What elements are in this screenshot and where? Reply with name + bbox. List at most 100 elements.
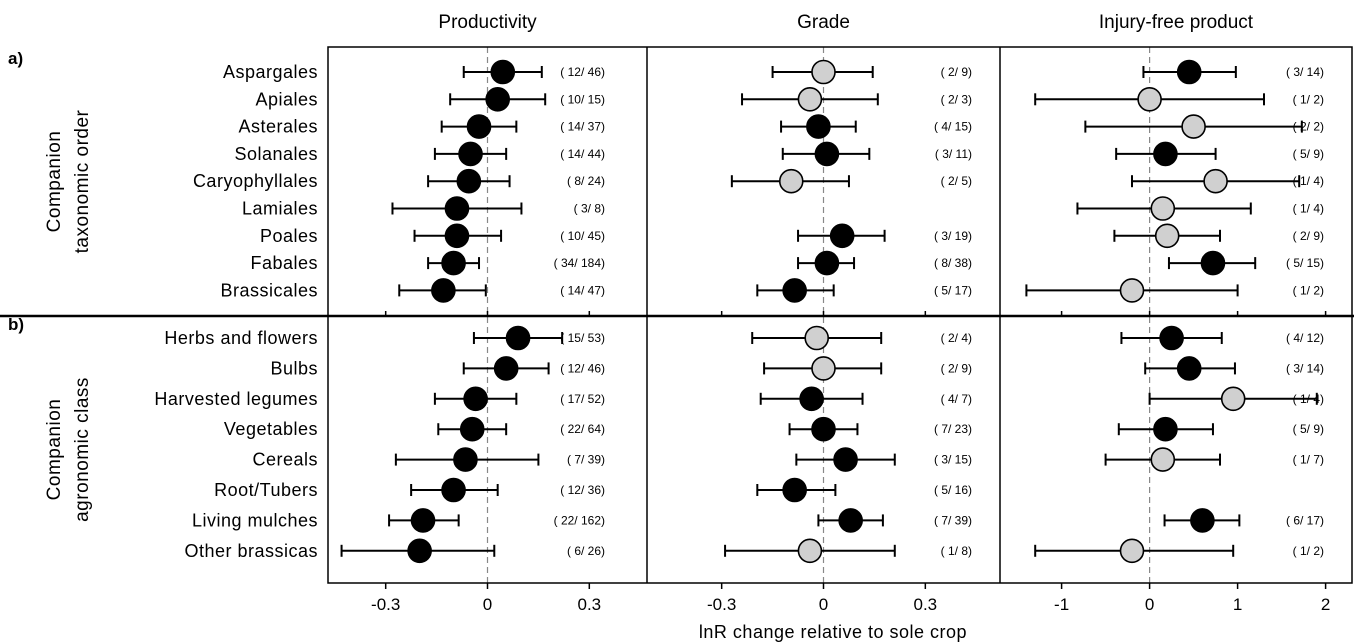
estimate-point (806, 114, 831, 139)
estimate-point (407, 538, 432, 564)
count-label: ( 4/ 15) (934, 120, 972, 134)
category-label: Bulbs (270, 358, 318, 378)
count-label: ( 1/ 4) (1293, 392, 1324, 406)
count-label: ( 2/ 9) (941, 65, 972, 79)
estimate-point (797, 538, 823, 564)
count-label: ( 1/ 2) (1293, 544, 1324, 558)
category-label: Living mulches (192, 510, 318, 530)
section-label: b) (8, 315, 24, 334)
category-label: Solanales (234, 144, 318, 164)
category-label: Brassicales (220, 280, 318, 300)
count-label: ( 22/ 64) (560, 422, 605, 436)
count-label: ( 5/ 16) (934, 483, 972, 497)
category-label: Vegetables (224, 419, 318, 439)
estimate-point (1150, 447, 1176, 472)
count-label: ( 34/ 184) (554, 256, 605, 270)
count-label: ( 8/ 38) (934, 256, 972, 270)
estimate-point (811, 416, 836, 442)
count-label: ( 12/ 46) (560, 361, 605, 375)
estimate-point (441, 250, 466, 276)
x-tick-label: -0.3 (371, 595, 400, 614)
estimate-point (444, 196, 470, 221)
estimate-point (797, 87, 823, 112)
estimate-point (778, 168, 804, 194)
estimate-point (811, 59, 836, 85)
group-title-line: taxonomic order (72, 109, 93, 253)
estimate-point (1190, 508, 1215, 533)
count-label: ( 1/ 4) (1293, 174, 1324, 188)
estimate-point (453, 447, 478, 472)
estimate-point (782, 278, 807, 303)
count-label: ( 7/ 39) (567, 453, 605, 467)
count-label: ( 2/ 5) (941, 174, 972, 188)
count-label: ( 6/ 26) (567, 544, 605, 558)
estimate-point (410, 508, 436, 533)
count-label: ( 1/ 7) (1293, 453, 1324, 467)
group-title-line: Companion (44, 399, 65, 501)
count-label: ( 3/ 19) (934, 229, 972, 243)
estimate-point (444, 223, 470, 249)
x-tick-label: -0.3 (707, 595, 736, 614)
estimate-point (814, 250, 840, 276)
count-label: ( 12/ 46) (560, 65, 605, 79)
estimate-point (1137, 87, 1162, 112)
estimate-point (814, 141, 840, 167)
count-label: ( 6/ 17) (1286, 513, 1324, 527)
count-label: ( 2/ 3) (941, 92, 972, 106)
count-label: ( 5/ 9) (1293, 147, 1324, 161)
estimate-point (1150, 196, 1176, 221)
category-label: Aspargales (223, 62, 318, 82)
count-label: ( 22/ 162) (554, 513, 605, 527)
count-label: ( 1/ 4) (1293, 202, 1324, 216)
count-label: ( 3/ 14) (1286, 361, 1324, 375)
estimate-point (1154, 223, 1180, 249)
count-label: ( 2/ 9) (941, 361, 972, 375)
count-label: ( 5/ 9) (1293, 422, 1324, 436)
count-label: ( 3/ 8) (574, 202, 605, 216)
estimate-point (799, 386, 824, 412)
estimate-point (1176, 356, 1202, 381)
count-label: ( 5/ 17) (934, 283, 972, 297)
count-label: ( 4/ 12) (1286, 331, 1324, 345)
x-tick-label: -1 (1054, 595, 1069, 614)
estimate-point (811, 356, 836, 381)
estimate-point (493, 356, 519, 381)
estimate-point (804, 325, 830, 351)
category-label: Cereals (252, 450, 318, 470)
category-label: Other brassicas (184, 541, 318, 561)
x-tick-label: 0 (819, 595, 828, 614)
estimate-point (829, 223, 855, 249)
x-tick-label: 0 (1145, 595, 1154, 614)
estimate-point (505, 325, 531, 351)
count-label: ( 3/ 11) (935, 147, 972, 161)
estimate-point (1203, 168, 1228, 194)
count-label: ( 12/ 36) (560, 483, 605, 497)
count-label: ( 10/ 45) (560, 229, 605, 243)
estimate-point (456, 168, 482, 194)
estimate-point (1220, 386, 1246, 412)
estimate-point (431, 278, 456, 303)
estimate-point (1119, 278, 1145, 303)
category-label: Harvested legumes (154, 389, 318, 409)
count-label: ( 17/ 52) (560, 392, 605, 406)
x-tick-label: 2 (1321, 595, 1330, 614)
category-label: Caryophyllales (193, 171, 318, 191)
count-label: ( 5/ 15) (1286, 256, 1324, 270)
estimate-point (1176, 59, 1202, 85)
estimate-point (458, 141, 483, 167)
count-label: ( 2/ 4) (941, 331, 972, 345)
count-label: ( 7/ 39) (934, 513, 972, 527)
estimate-point (782, 477, 807, 503)
panel-title-0: Productivity (438, 12, 537, 33)
panel-title-1: Grade (797, 12, 850, 33)
category-label: Apiales (255, 89, 318, 109)
count-label: ( 14/ 37) (560, 120, 605, 134)
count-label: ( 2/ 9) (1293, 229, 1324, 243)
category-label: Fabales (250, 253, 318, 273)
category-label: Lamiales (242, 199, 318, 219)
count-label: ( 15/ 53) (560, 331, 605, 345)
count-label: ( 10/ 15) (560, 92, 605, 106)
x-tick-label: 0.3 (577, 595, 601, 614)
category-label: Poales (260, 226, 318, 246)
